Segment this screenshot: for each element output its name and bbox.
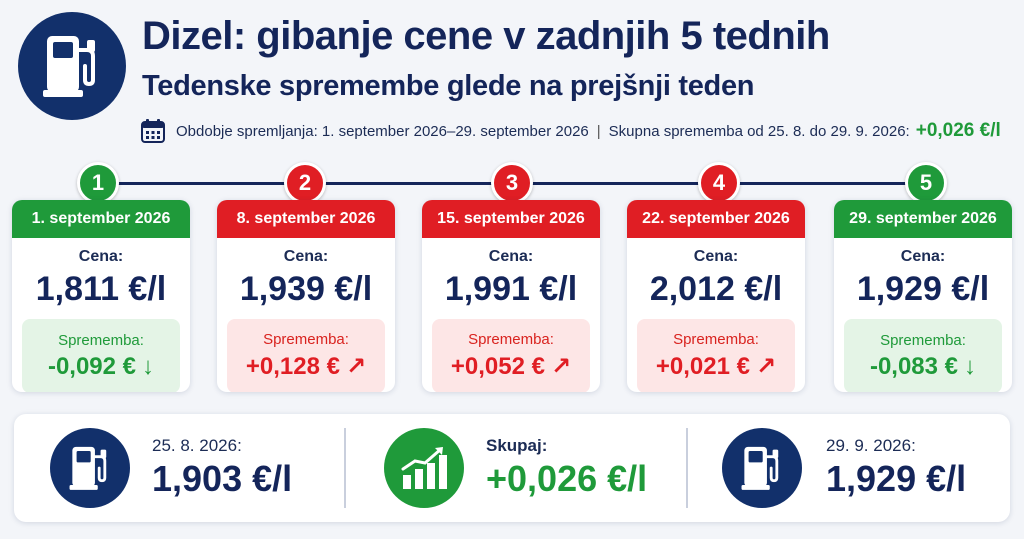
step-marker: 2 [284,162,326,204]
fuel-pump-icon [741,446,779,490]
change-label: Sprememba: [880,331,966,349]
fuel-pump-icon [43,36,95,97]
price-label: Cena: [900,248,946,265]
summary-end-label: 29. 9. 2026: [826,436,916,455]
total-change-label: Skupna sprememba od 25. 8. do 29. 9. 202… [608,122,910,140]
summary-divider [686,428,688,508]
bar-chart-up-icon [401,447,447,489]
week-price: 1,929 €/l [856,270,990,308]
summary-start-icon-circle [50,428,130,508]
header-fuel-pump-logo [18,12,126,120]
step-marker: 5 [905,162,947,204]
total-change-value: +0,026 €/l [915,120,1001,141]
price-label: Cena: [488,248,534,265]
change-value: +0,128 € [245,352,340,380]
change-value: -0,083 € [869,352,959,380]
week-date: 1. september 2026 [12,200,190,238]
arrow-down-icon: ↓ [964,352,977,380]
page-title: Dizel: gibanje cene v zadnjih 5 tednih [142,14,830,58]
summary-start-label: 25. 8. 2026: [152,436,242,455]
arrow-up-right-icon: ↗ [550,353,572,380]
change-value: +0,021 € [655,352,750,380]
week-price: 2,012 €/l [649,270,783,308]
change-value: +0,052 € [450,352,545,380]
week-price: 1,939 €/l [239,270,373,308]
summary-end-value: 1,929 €/l [826,458,967,499]
change-value-row: +0,128 € ↗ [246,352,366,381]
summary-divider [344,428,346,508]
week-card: 29. september 2026 Cena: 1,929 €/l Sprem… [834,200,1012,392]
change-box: Sprememba: -0,083 € ↓ [844,319,1002,392]
summary-panel: 25. 8. 2026: 1,903 €/l Skupaj: +0,026 €/… [14,414,1010,522]
arrow-up-right-icon: ↗ [755,353,777,380]
change-box: Sprememba: +0,052 € ↗ [432,319,590,392]
step-marker: 3 [491,162,533,204]
week-price: 1,991 €/l [444,270,578,308]
step-marker: 1 [77,162,119,204]
summary-start-value: 1,903 €/l [152,458,293,499]
week-date: 22. september 2026 [627,200,805,238]
price-label: Cena: [78,248,124,265]
price-label: Cena: [283,248,329,265]
change-label: Sprememba: [468,331,554,348]
week-date: 15. september 2026 [422,200,600,238]
change-box: Sprememba: +0,128 € ↗ [227,319,385,392]
period-text: Obdobje spremljanja: 1. september 2026–2… [176,122,589,140]
change-box: Sprememba: -0,092 € ↓ [22,319,180,392]
week-card: 1. september 2026 Cena: 1,811 €/l Spreme… [12,200,190,392]
summary-total-label: Skupaj: [486,436,548,455]
change-value-row: +0,021 € ↗ [656,352,776,381]
calendar-icon [141,119,165,143]
change-value-row: +0,052 € ↗ [451,352,571,381]
period-info: Obdobje spremljanja: 1. september 2026–2… [140,118,1001,144]
price-label: Cena: [693,248,739,265]
summary-total-value: +0,026 €/l [486,458,648,499]
week-card: 22. september 2026 Cena: 2,012 €/l Sprem… [627,200,805,392]
summary-total-icon-circle [384,428,464,508]
fuel-pump-icon [69,446,107,490]
change-label: Sprememba: [58,331,144,349]
arrow-up-right-icon: ↗ [345,353,367,380]
change-value: -0,092 € [47,352,137,380]
week-card: 8. september 2026 Cena: 1,939 €/l Spreme… [217,200,395,392]
change-label: Sprememba: [263,331,349,348]
week-date: 29. september 2026 [834,200,1012,238]
period-separator: | [596,122,601,140]
change-value-row: -0,092 € ↓ [48,353,154,381]
step-marker: 4 [698,162,740,204]
summary-end-icon-circle [722,428,802,508]
arrow-down-icon: ↓ [142,352,155,380]
change-box: Sprememba: +0,021 € ↗ [637,319,795,392]
week-card: 15. september 2026 Cena: 1,991 €/l Sprem… [422,200,600,392]
page-subtitle: Tedenske spremembe glede na prejšnji ted… [142,70,755,102]
change-label: Sprememba: [673,331,759,348]
week-date: 8. september 2026 [217,200,395,238]
week-price: 1,811 €/l [35,270,167,308]
change-value-row: -0,083 € ↓ [870,353,976,381]
